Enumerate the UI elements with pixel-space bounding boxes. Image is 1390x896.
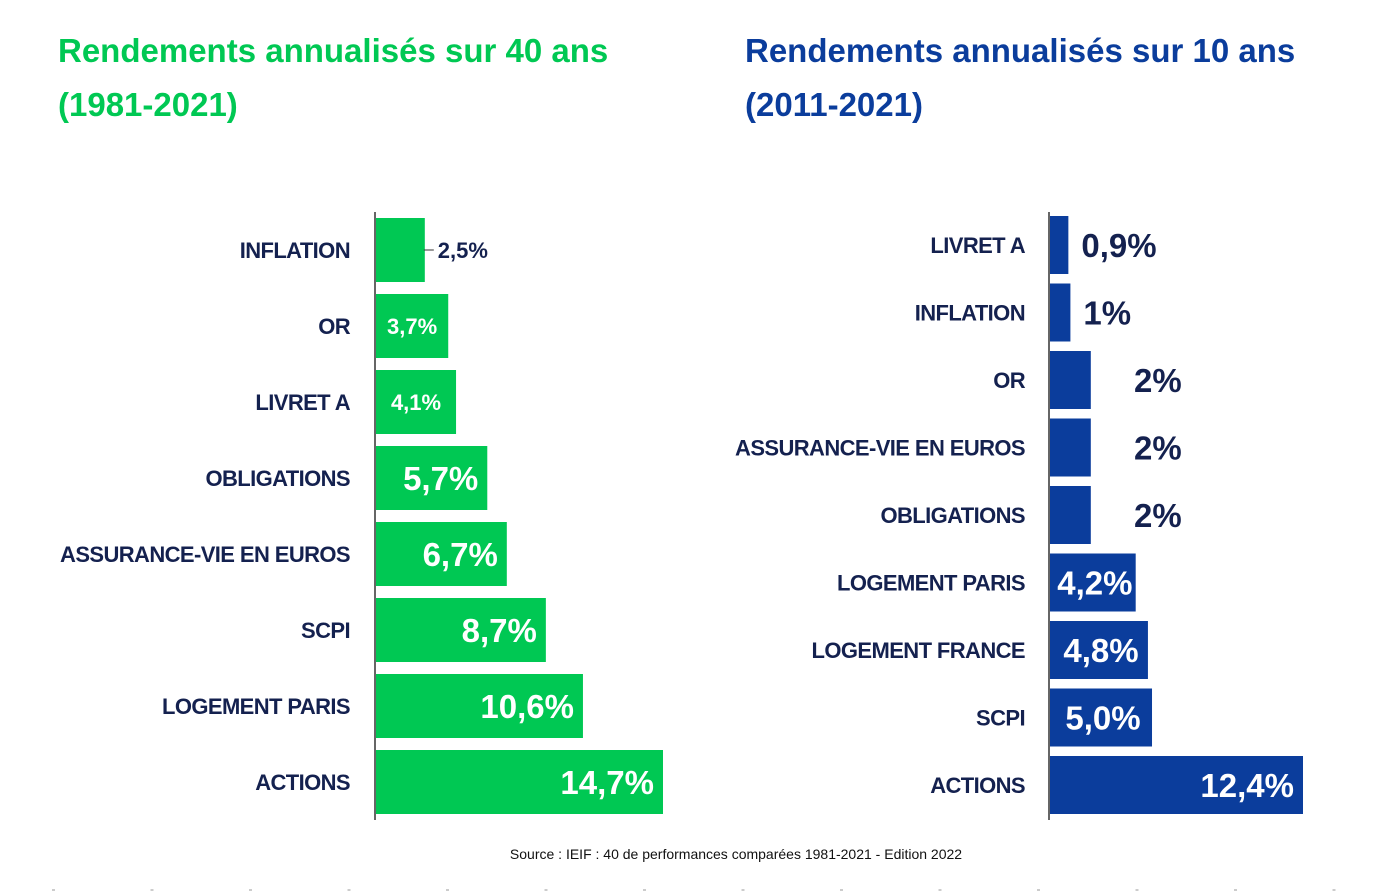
right-category-label-3: ASSURANCE-VIE EN EUROS bbox=[735, 436, 1025, 461]
right-category-label-8: ACTIONS bbox=[930, 773, 1025, 798]
left-value-label-5: 8,7% bbox=[462, 612, 537, 649]
right-category-label-5: LOGEMENT PARIS bbox=[837, 571, 1025, 596]
right-value-label-6: 4,8% bbox=[1063, 632, 1138, 669]
right-value-label-3: 2% bbox=[1134, 429, 1182, 466]
left-value-label-6: 10,6% bbox=[480, 688, 574, 725]
right-category-label-0: LIVRET A bbox=[930, 233, 1025, 258]
chart-left-title-line1: Rendements annualisés sur 40 ans bbox=[58, 32, 609, 69]
chart-left-title-line2: (1981-2021) bbox=[58, 86, 238, 123]
right-bar-6 bbox=[1050, 621, 1148, 679]
left-value-label-4: 6,7% bbox=[423, 536, 498, 573]
right-value-label-4: 2% bbox=[1134, 497, 1182, 534]
right-bar-4 bbox=[1050, 486, 1091, 544]
left-bar-6 bbox=[376, 674, 583, 738]
left-category-label-5: SCPI bbox=[301, 618, 350, 643]
left-category-label-0: INFLATION bbox=[240, 238, 350, 263]
chart-right: LIVRET A 0,9% INFLATION 1% OR 2% ASSURANCE-VIE… bbox=[735, 212, 1303, 820]
left-category-label-3: OBLIGATIONS bbox=[205, 466, 350, 491]
right-bar-2 bbox=[1050, 351, 1091, 409]
right-category-label-2: OR bbox=[993, 368, 1026, 393]
left-value-label-0: 2,5% bbox=[438, 238, 488, 263]
left-category-label-1: OR bbox=[318, 314, 351, 339]
right-bar-1 bbox=[1050, 283, 1071, 342]
right-bar-0 bbox=[1050, 216, 1069, 274]
left-bar-0 bbox=[376, 218, 425, 282]
left-bar-2 bbox=[376, 370, 457, 434]
left-category-label-6: LOGEMENT PARIS bbox=[162, 694, 350, 719]
right-value-label-0: 0,9% bbox=[1081, 227, 1156, 264]
right-bar-7 bbox=[1050, 688, 1153, 747]
right-category-label-1: INFLATION bbox=[915, 301, 1025, 326]
left-value-label-2: 4,1% bbox=[391, 390, 441, 415]
left-category-label-2: LIVRET A bbox=[255, 390, 350, 415]
left-value-label-1: 3,7% bbox=[387, 314, 437, 339]
left-bar-7 bbox=[376, 750, 663, 814]
chart-left: INFLATION 2,5% OR 3,7% LIVRET A 4,1% OBLIGATIO… bbox=[60, 212, 663, 820]
right-category-label-6: LOGEMENT FRANCE bbox=[812, 638, 1025, 663]
left-bar-3 bbox=[376, 446, 488, 510]
chart-right-title-line1: Rendements annualisés sur 10 ans bbox=[745, 32, 1296, 69]
chart-right-title: Rendements annualisés sur 10 ans (2011-2… bbox=[745, 24, 1365, 132]
chart-right-title-line2: (2011-2021) bbox=[745, 86, 923, 123]
right-bar-5 bbox=[1050, 553, 1136, 612]
left-category-label-4: ASSURANCE-VIE EN EUROS bbox=[60, 542, 350, 567]
left-bar-5 bbox=[376, 598, 546, 662]
right-value-label-5: 4,2% bbox=[1057, 564, 1132, 601]
right-category-label-7: SCPI bbox=[976, 706, 1025, 731]
left-category-label-7: ACTIONS bbox=[255, 770, 350, 795]
right-value-label-7: 5,0% bbox=[1065, 699, 1140, 736]
right-category-label-4: OBLIGATIONS bbox=[880, 503, 1025, 528]
right-value-label-2: 2% bbox=[1134, 362, 1182, 399]
left-value-label-3: 5,7% bbox=[403, 460, 478, 497]
right-bar-8 bbox=[1050, 756, 1303, 814]
chart-left-title: Rendements annualisés sur 40 ans (1981-2… bbox=[58, 24, 698, 132]
source-note: Source : IEIF : 40 de performances compa… bbox=[509, 846, 963, 862]
right-value-label-8: 12,4% bbox=[1200, 767, 1294, 804]
left-bar-1 bbox=[376, 294, 449, 358]
left-bar-4 bbox=[376, 522, 507, 586]
left-value-label-7: 14,7% bbox=[560, 764, 654, 801]
right-value-label-1: 1% bbox=[1083, 294, 1131, 331]
right-bar-3 bbox=[1050, 418, 1091, 477]
